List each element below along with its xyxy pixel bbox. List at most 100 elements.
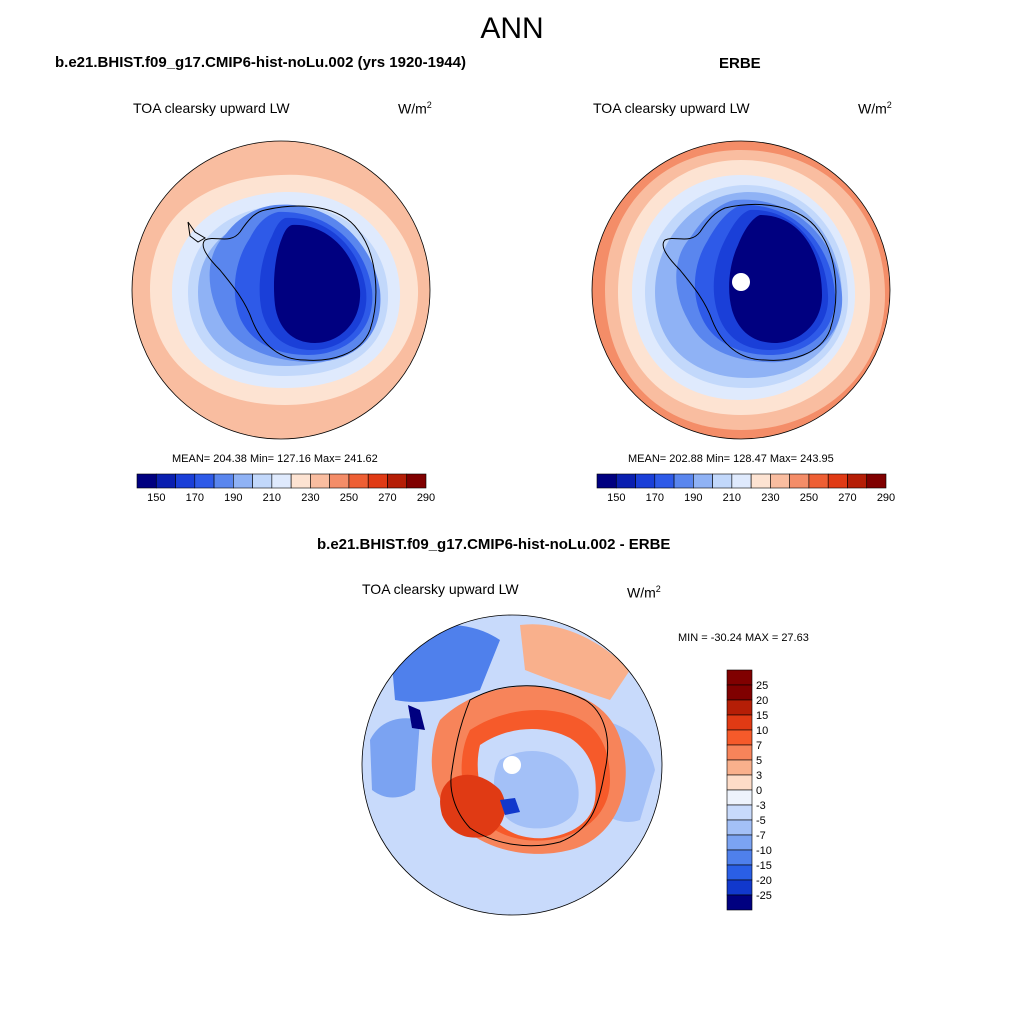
diff-polar-map xyxy=(362,615,662,915)
model-colorbar: 150 170 190 210 230 250 270 290 xyxy=(136,473,435,504)
obs-colorbar-box xyxy=(750,473,771,489)
obs-colorbar-box xyxy=(866,473,887,489)
model-colorbar-box xyxy=(406,473,427,489)
model-colorbar-tick-label: 270 xyxy=(378,492,396,504)
obs-colorbar-box xyxy=(770,473,790,489)
obs-colorbar-tick-label: 170 xyxy=(646,492,664,504)
obs-colorbar-tick-label: 210 xyxy=(723,492,741,504)
obs-colorbar-box xyxy=(712,473,733,489)
obs-colorbar-tick-label: 290 xyxy=(877,492,895,504)
diff-colorbar-tick-label: 20 xyxy=(756,695,768,707)
diff-colorbar-box xyxy=(726,684,753,701)
obs-colorbar-tick-label: 230 xyxy=(761,492,779,504)
obs-colorbar-box xyxy=(654,473,675,489)
diff-colorbar-tick-label: -10 xyxy=(756,845,772,857)
diff-colorbar-tick-label: -20 xyxy=(756,875,772,887)
obs-map-boundary xyxy=(591,140,891,440)
model-colorbar-box xyxy=(367,473,388,489)
model-colorbar-box xyxy=(271,473,292,489)
obs-colorbar-box xyxy=(731,473,752,489)
model-stats: MEAN= 204.38 Min= 127.16 Max= 241.62 xyxy=(172,453,378,465)
model-colorbar-box xyxy=(329,473,350,489)
model-colorbar-tick-label: 170 xyxy=(186,492,204,504)
model-variable-label: TOA clearsky upward LW xyxy=(133,100,290,116)
diff-colorbar-tick-label: -7 xyxy=(756,830,766,842)
diff-colorbar-box xyxy=(726,804,753,821)
diff-colorbar-tick-label: 25 xyxy=(756,680,768,692)
model-colorbar-tick-label: 250 xyxy=(340,492,358,504)
diff-variable-label: TOA clearsky upward LW xyxy=(362,581,519,597)
diff-colorbar-box xyxy=(726,744,753,761)
model-units: W/m2 xyxy=(398,100,432,117)
model-panel-title: b.e21.BHIST.f09_g17.CMIP6-hist-noLu.002 … xyxy=(55,54,466,71)
obs-colorbar-tick-label: 190 xyxy=(684,492,702,504)
obs-colorbar-box xyxy=(693,473,713,489)
diff-colorbar-box xyxy=(726,774,753,791)
model-map-boundary xyxy=(131,140,431,440)
obs-colorbar: 150 170 190 210 230 250 270 290 xyxy=(596,473,895,504)
obs-colorbar-box xyxy=(615,473,636,489)
diff-colorbar-box xyxy=(726,834,753,851)
diff-map-boundary xyxy=(361,614,663,916)
diff-colorbar-box xyxy=(726,714,753,731)
obs-colorbar-box xyxy=(673,473,694,489)
model-colorbar-tick-label: 150 xyxy=(147,492,165,504)
diff-colorbar-box xyxy=(726,699,753,716)
diff-colorbar-tick-label: -3 xyxy=(756,800,766,812)
model-colorbar-box xyxy=(252,473,273,489)
diff-colorbar-tick-label: 0 xyxy=(756,785,762,797)
model-colorbar-box xyxy=(387,473,408,489)
obs-colorbar-tick-label: 270 xyxy=(838,492,856,504)
diff-colorbar-box xyxy=(726,789,753,806)
obs-polar-map xyxy=(592,141,890,439)
model-colorbar-box xyxy=(310,473,330,489)
model-colorbar-box xyxy=(136,473,157,489)
model-colorbar-tick-label: 210 xyxy=(263,492,281,504)
obs-colorbar-tick-label: 250 xyxy=(800,492,818,504)
model-colorbar-box xyxy=(348,473,369,489)
diff-colorbar-box xyxy=(726,894,753,911)
obs-colorbar-box xyxy=(808,473,829,489)
diff-panel-title: b.e21.BHIST.f09_g17.CMIP6-hist-noLu.002 … xyxy=(317,536,671,553)
diff-colorbar-box xyxy=(726,759,753,776)
obs-colorbar-box xyxy=(827,473,848,489)
obs-colorbar-box xyxy=(596,473,617,489)
diff-colorbar: 25 20 15 10 7 5 3 0 -3 -5 -7 -10 -15 -20 -25 xyxy=(726,669,772,911)
obs-colorbar-tick-label: 150 xyxy=(607,492,625,504)
diff-colorbar-tick-label: -25 xyxy=(756,890,772,902)
model-polar-map xyxy=(132,141,430,439)
obs-units: W/m2 xyxy=(858,100,892,117)
model-colorbar-tick-label: 230 xyxy=(301,492,319,504)
model-colorbar-box xyxy=(290,473,311,489)
diff-colorbar-box xyxy=(726,849,753,866)
obs-variable-label: TOA clearsky upward LW xyxy=(593,100,750,116)
diff-colorbar-tick-label: 5 xyxy=(756,755,762,767)
model-colorbar-box xyxy=(155,473,176,489)
diff-colorbar-tick-label: 10 xyxy=(756,725,768,737)
model-colorbar-box xyxy=(194,473,215,489)
obs-colorbar-box xyxy=(635,473,656,489)
diff-colorbar-tick-label: -15 xyxy=(756,860,772,872)
model-colorbar-box xyxy=(175,473,196,489)
diff-colorbar-box xyxy=(726,864,753,881)
diff-stats: MIN = -30.24 MAX = 27.63 xyxy=(678,632,809,644)
obs-panel-title: ERBE xyxy=(719,55,761,72)
diff-units: W/m2 xyxy=(627,584,661,601)
diff-colorbar-box xyxy=(726,729,753,746)
diff-colorbar-tick-label: 3 xyxy=(756,770,762,782)
model-colorbar-box xyxy=(233,473,253,489)
obs-colorbar-box xyxy=(789,473,810,489)
diff-colorbar-tick-label: -5 xyxy=(756,815,766,827)
diff-colorbar-box xyxy=(726,819,753,836)
model-colorbar-tick-label: 190 xyxy=(224,492,242,504)
model-colorbar-tick-label: 290 xyxy=(417,492,435,504)
figure-title: ANN xyxy=(480,12,544,45)
obs-colorbar-box xyxy=(847,473,868,489)
obs-stats: MEAN= 202.88 Min= 128.47 Max= 243.95 xyxy=(628,453,834,465)
diff-colorbar-tick-label: 15 xyxy=(756,710,768,722)
diff-colorbar-box xyxy=(726,669,753,686)
model-colorbar-box xyxy=(213,473,234,489)
diff-colorbar-box xyxy=(726,879,753,896)
diff-colorbar-tick-label: 7 xyxy=(756,740,762,752)
